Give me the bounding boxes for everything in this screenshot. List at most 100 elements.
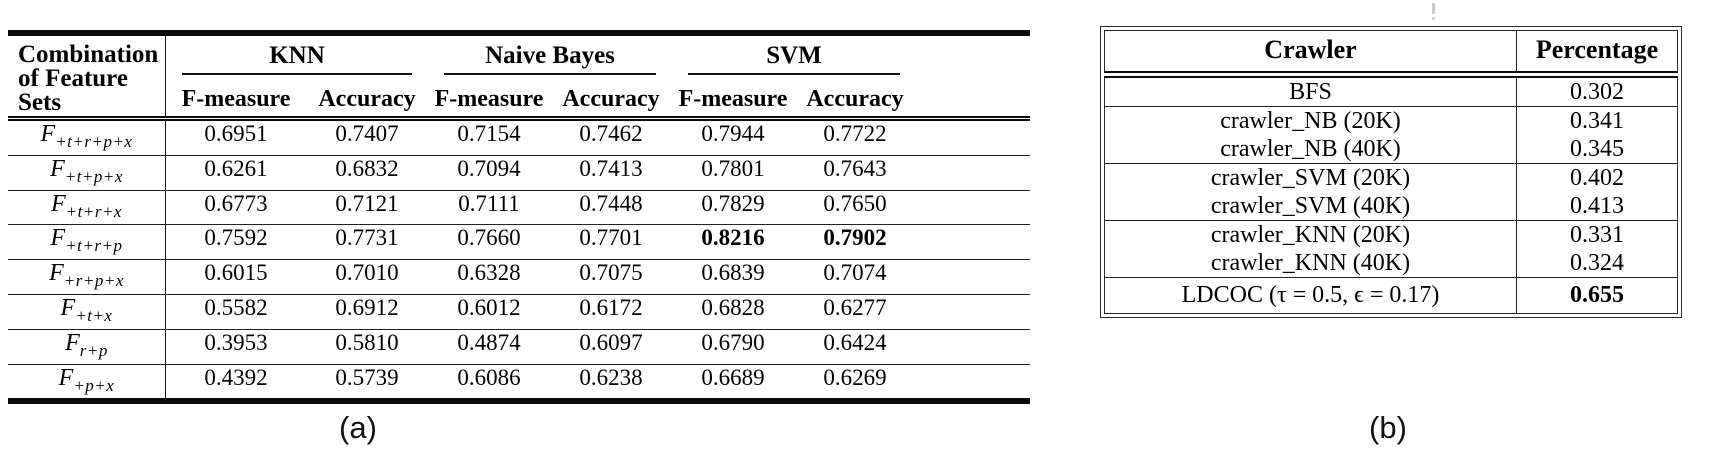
svm-cmidrule	[688, 73, 900, 75]
feature-set-label: F+t+r+p	[8, 225, 166, 260]
crawler-name: BFS	[1104, 74, 1517, 107]
subheader-nb-accuracy: Accuracy	[562, 86, 660, 112]
scan-artifact	[1432, 3, 1435, 20]
nb-accuracy-value: 0.7448	[579, 190, 643, 216]
table-row: crawler_SVM (40K) 0.413	[1104, 192, 1678, 221]
percentage-value: 0.302	[1570, 79, 1624, 105]
knn-f-measure-value: 0.6773	[204, 190, 268, 216]
knn-accuracy-value: 0.5810	[335, 329, 399, 355]
nb-accuracy-value: 0.7701	[579, 225, 643, 251]
feature-set-label: F+t+r+p+x	[8, 121, 166, 155]
percentage-value: 0.402	[1516, 163, 1678, 192]
knn-accuracy-value: 0.7731	[335, 225, 399, 251]
nb-accuracy-value: 0.6238	[579, 364, 643, 390]
knn-f-measure-value: 0.3953	[204, 329, 268, 355]
nb-accuracy-value: 0.7462	[579, 121, 643, 146]
feature-set-label: F+t+p+x	[8, 155, 166, 190]
feature-set-label: F+r+p+x	[8, 260, 166, 294]
svm-f-measure-value-best: 0.8216	[701, 225, 765, 251]
knn-accuracy-value: 0.7121	[335, 190, 399, 216]
row-divider	[8, 328, 1030, 330]
row-divider	[8, 259, 1030, 261]
nb-accuracy-value: 0.6097	[579, 329, 643, 355]
crawler-name: crawler_NB (40K)	[1104, 135, 1517, 164]
crawler-name: LDCOC (τ = 0.5, ϵ = 0.17)	[1104, 277, 1517, 314]
crawler-name: crawler_NB (20K)	[1104, 106, 1517, 135]
svm-accuracy-value: 0.7650	[823, 190, 887, 216]
group-header-naive-bayes-label: Naive Bayes	[485, 42, 615, 69]
knn-accuracy-value: 0.6912	[335, 294, 399, 320]
nb-accuracy-value: 0.7075	[579, 260, 643, 286]
column-header-feature-sets: Combination of Feature Sets	[8, 36, 166, 116]
knn-f-measure-value: 0.4392	[204, 364, 268, 390]
nb-accuracy-value: 0.6172	[579, 294, 643, 320]
table-row: crawler_KNN (20K) 0.331	[1104, 220, 1678, 249]
group-header-svm: SVM	[672, 36, 916, 82]
subheader-nb-f-measure: F-measure	[434, 86, 544, 112]
percentage-value: 0.413	[1570, 193, 1624, 219]
knn-f-measure-value: 0.6951	[204, 121, 268, 146]
knn-f-measure-value: 0.5582	[204, 294, 268, 320]
crawler-name: crawler_SVM (20K)	[1104, 163, 1517, 192]
group-header-svm-label: SVM	[766, 42, 822, 69]
nb-f-measure-value: 0.7111	[458, 190, 520, 216]
svm-f-measure-value: 0.6839	[701, 260, 765, 286]
table-row: crawler_NB (40K) 0.345	[1104, 135, 1678, 164]
feature-set-label: Fr+p	[8, 329, 166, 364]
table-b-inner: Crawler Percentage BFS 0.302 crawler_NB …	[1104, 30, 1678, 314]
column-header-percentage: Percentage	[1516, 30, 1678, 78]
percentage-value: 0.341	[1516, 106, 1678, 135]
knn-cmidrule	[182, 73, 412, 75]
crawler-name: crawler_KNN (40K)	[1104, 249, 1517, 278]
svm-accuracy-value: 0.6269	[823, 364, 887, 390]
naive-bayes-cmidrule	[444, 73, 656, 75]
subheader-svm-accuracy: Accuracy	[806, 86, 904, 112]
table-a: Combination of Feature Sets KNN Naive Ba…	[8, 30, 1030, 405]
knn-accuracy-value: 0.7010	[335, 260, 399, 286]
svm-f-measure-value: 0.6689	[701, 364, 765, 390]
row-divider	[8, 224, 1030, 226]
svm-accuracy-value: 0.7074	[823, 260, 887, 286]
svm-f-measure-value: 0.7944	[701, 121, 765, 146]
table-row-ldcoc: LDCOC (τ = 0.5, ϵ = 0.17) 0.655	[1104, 277, 1678, 314]
feature-set-label: F+p+x	[8, 364, 166, 399]
nb-f-measure-value: 0.6328	[457, 260, 521, 286]
feature-set-label: F+t+x	[8, 294, 166, 329]
table-a-bottom-rule	[8, 398, 1030, 405]
nb-f-measure-value: 0.7094	[457, 155, 521, 181]
column-header-crawler: Crawler	[1104, 30, 1517, 78]
table-a-header-rule	[8, 116, 1030, 121]
knn-accuracy-value: 0.6832	[335, 155, 399, 181]
percentage-value: 0.345	[1570, 136, 1624, 162]
svm-f-measure-value: 0.6790	[701, 329, 765, 355]
group-header-knn-label: KNN	[269, 42, 325, 69]
row-divider	[8, 363, 1030, 365]
group-header-naive-bayes: Naive Bayes	[428, 36, 672, 82]
table-a-header: Combination of Feature Sets KNN Naive Ba…	[8, 36, 1030, 116]
feature-set-label: F+t+r+x	[8, 190, 166, 225]
nb-f-measure-value: 0.6012	[457, 294, 521, 320]
svm-f-measure-value: 0.7829	[701, 190, 765, 216]
subheader-svm-f-measure: F-measure	[678, 86, 788, 112]
knn-f-measure-value: 0.6015	[204, 260, 268, 286]
svm-accuracy-value-best: 0.7902	[823, 225, 887, 251]
nb-f-measure-value: 0.7660	[457, 225, 521, 251]
nb-accuracy-value: 0.7413	[579, 155, 643, 181]
subheader-knn-accuracy: Accuracy	[318, 86, 416, 112]
knn-f-measure-value: 0.7592	[204, 225, 268, 251]
svm-accuracy-value: 0.7722	[823, 121, 887, 146]
knn-accuracy-value: 0.5739	[335, 364, 399, 390]
nb-f-measure-value: 0.7154	[457, 121, 521, 146]
row-divider	[8, 189, 1030, 191]
crawler-name: crawler_KNN (20K)	[1104, 220, 1517, 249]
caption-a: (a)	[339, 410, 377, 445]
svm-f-measure-value: 0.6828	[701, 294, 765, 320]
row-divider	[8, 154, 1030, 156]
table-a-top-rule	[8, 30, 1030, 36]
table-row: crawler_NB (20K) 0.341	[1104, 106, 1678, 135]
crawler-name: crawler_SVM (40K)	[1104, 192, 1517, 221]
svm-accuracy-value: 0.6277	[823, 294, 887, 320]
knn-f-measure-value: 0.6261	[204, 155, 268, 181]
nb-f-measure-value: 0.6086	[457, 364, 521, 390]
percentage-value-best: 0.655	[1516, 277, 1678, 314]
